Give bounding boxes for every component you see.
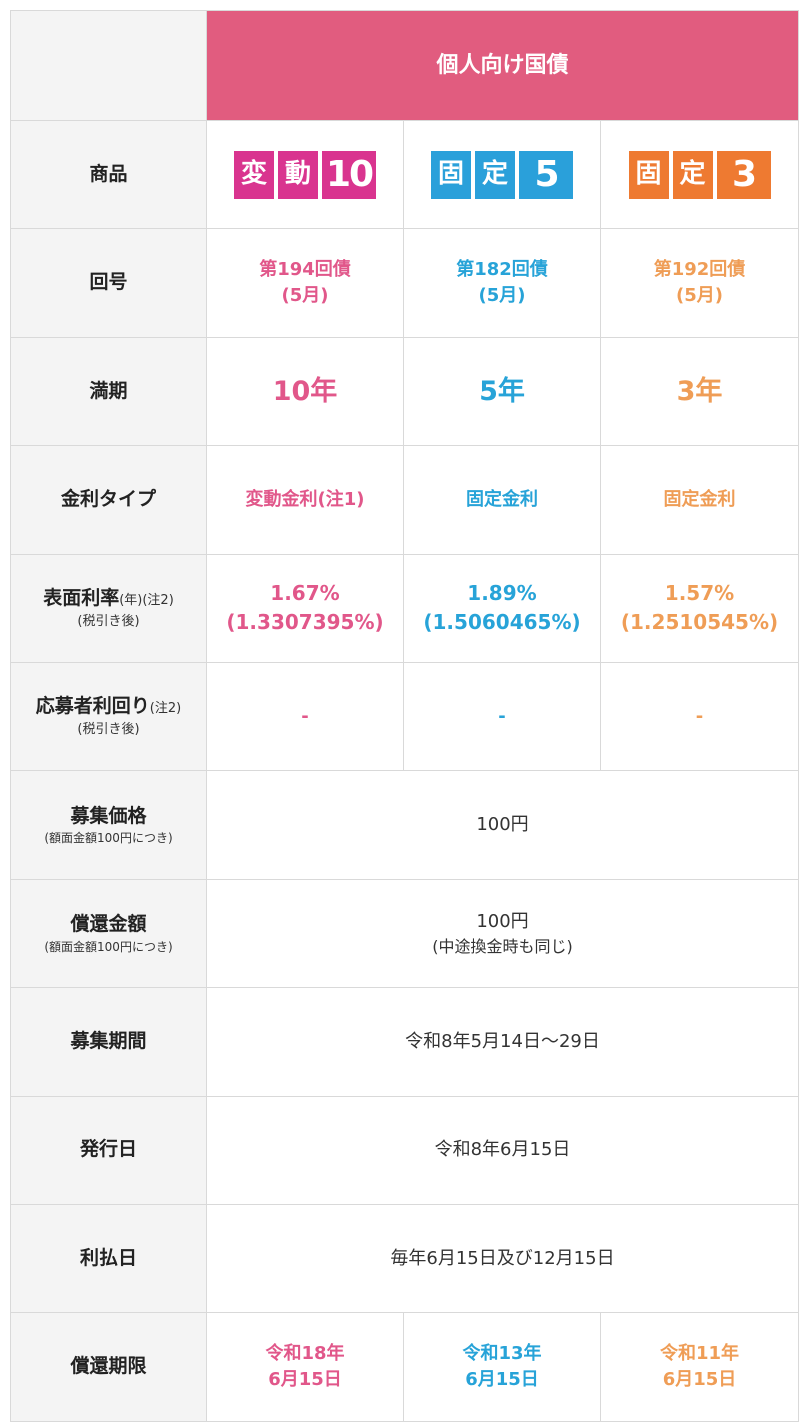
price-label-sub: (額面金額100円につき) <box>44 831 173 846</box>
maturity-date-year: 令和13年 <box>462 1342 542 1364</box>
coupon-cell-floating10: 1.67% (1.3307395%) <box>207 554 404 663</box>
issue-date-value: 令和8年6月15日 <box>207 1096 799 1205</box>
interest-value: 毎年6月15日及び12月15日 <box>207 1204 799 1314</box>
logo-char-1: 固 <box>628 150 669 199</box>
maturity-date-day: 6月15日 <box>268 1368 342 1390</box>
product-cell-floating10: 変 動 10 <box>207 121 404 230</box>
logo-char-2: 定 <box>475 150 515 199</box>
yield-cell-floating10: - <box>207 662 404 772</box>
yield-label-suffix: (注2) <box>149 701 182 717</box>
maturity-cell-fixed3: 3年 <box>601 337 799 447</box>
row-label-interest: 利払日 <box>11 1204 207 1314</box>
issue-cell-fixed3: 第192回債 (5月) <box>601 229 799 338</box>
table-banner: 個人向け国債 <box>207 11 799 121</box>
row-label-rate-type: 金利タイプ <box>11 446 207 555</box>
redemption-value: 100円 <box>476 910 529 932</box>
coupon-rate-after-tax: (1.2510545%) <box>620 610 779 635</box>
redemption-label-sub: (額面金額100円につき) <box>44 939 173 954</box>
rate-type-cell-fixed3: 固定金利 <box>601 446 799 555</box>
coupon-rate-after-tax: (1.5060465%) <box>423 610 581 635</box>
row-label-yield: 応募者利回り(注2) (税引き後) <box>11 662 207 772</box>
issue-month: (5月) <box>676 285 723 307</box>
issue-month: (5月) <box>281 285 329 307</box>
logo-char-1: 変 <box>234 150 274 199</box>
row-label-maturity: 満期 <box>11 337 207 447</box>
floating-10-logo: 変 動 10 <box>234 150 376 199</box>
maturity-date-day: 6月15日 <box>662 1368 737 1390</box>
product-cell-fixed3: 固 定 3 <box>601 121 799 230</box>
bond-comparison-table: 個人向け国債 商品 変 動 10 固 定 5 固 定 3 回号 <box>10 10 799 1422</box>
fixed-3-logo: 固 定 3 <box>628 150 771 199</box>
maturity-date-cell-fixed3: 令和11年 6月15日 <box>601 1313 799 1422</box>
logo-char-1: 固 <box>431 150 471 199</box>
yield-cell-fixed5: - <box>404 662 601 772</box>
redemption-note: (中途換金時も同じ) <box>432 936 573 956</box>
yield-cell-fixed3: - <box>601 662 799 772</box>
logo-number: 3 <box>716 150 771 199</box>
coupon-label: 表面利率 <box>43 587 120 610</box>
row-label-product: 商品 <box>11 121 207 230</box>
coupon-rate: 1.89% <box>467 581 537 606</box>
row-label-redemption: 償還金額 (額面金額100円につき) <box>11 879 207 989</box>
rate-type-cell-floating10: 変動金利(注1) <box>207 446 404 555</box>
issue-cell-floating10: 第194回債 (5月) <box>207 229 404 338</box>
maturity-date-cell-floating10: 令和18年 6月15日 <box>207 1313 404 1422</box>
issue-number: 第192回債 <box>653 258 746 280</box>
coupon-label-sub: (税引き後) <box>77 613 140 629</box>
logo-number: 10 <box>322 150 376 199</box>
issue-cell-fixed5: 第182回債 (5月) <box>404 229 601 338</box>
coupon-cell-fixed5: 1.89% (1.5060465%) <box>404 554 601 663</box>
maturity-cell-fixed5: 5年 <box>404 337 601 447</box>
issue-month: (5月) <box>478 285 526 307</box>
coupon-rate: 1.67% <box>270 581 340 606</box>
coupon-rate-after-tax: (1.3307395%) <box>226 610 384 635</box>
row-label-issue-date: 発行日 <box>11 1096 207 1205</box>
row-label-price: 募集価格 (額面金額100円につき) <box>11 771 207 880</box>
maturity-date-year: 令和18年 <box>265 1342 345 1364</box>
maturity-date-cell-fixed5: 令和13年 6月15日 <box>404 1313 601 1422</box>
logo-char-2: 動 <box>278 150 318 199</box>
row-label-issue: 回号 <box>11 229 207 338</box>
issue-number: 第182回債 <box>456 258 548 280</box>
row-label-period: 募集期間 <box>11 988 207 1097</box>
yield-label-sub: (税引き後) <box>77 722 140 737</box>
rate-type-cell-fixed5: 固定金利 <box>404 446 601 555</box>
maturity-cell-floating10: 10年 <box>207 337 404 447</box>
row-label-coupon: 表面利率(年)(注2) (税引き後) <box>11 554 207 663</box>
maturity-date-day: 6月15日 <box>465 1368 539 1390</box>
product-cell-fixed5: 固 定 5 <box>404 121 601 230</box>
coupon-rate: 1.57% <box>664 581 735 606</box>
price-value: 100円 <box>207 771 799 880</box>
logo-char-2: 定 <box>672 150 713 199</box>
price-label: 募集価格 <box>70 804 147 827</box>
yield-label: 応募者利回り <box>35 695 150 718</box>
coupon-label-suffix: (年)(注2) <box>119 593 174 609</box>
redemption-label: 償還金額 <box>70 912 147 935</box>
coupon-cell-fixed3: 1.57% (1.2510545%) <box>601 554 799 663</box>
maturity-date-year: 令和11年 <box>659 1342 740 1364</box>
corner-cell <box>11 11 207 121</box>
row-label-maturity-date: 償還期限 <box>11 1313 207 1422</box>
redemption-value-cell: 100円 (中途換金時も同じ) <box>207 879 799 989</box>
coupon-label-line: 表面利率(年)(注2) <box>43 585 174 613</box>
logo-number: 5 <box>519 150 573 199</box>
fixed-5-logo: 固 定 5 <box>431 150 573 199</box>
period-value: 令和8年5月14日～29日 <box>207 988 799 1097</box>
yield-label-line: 応募者利回り(注2) <box>36 693 181 721</box>
issue-number: 第194回債 <box>259 258 351 280</box>
